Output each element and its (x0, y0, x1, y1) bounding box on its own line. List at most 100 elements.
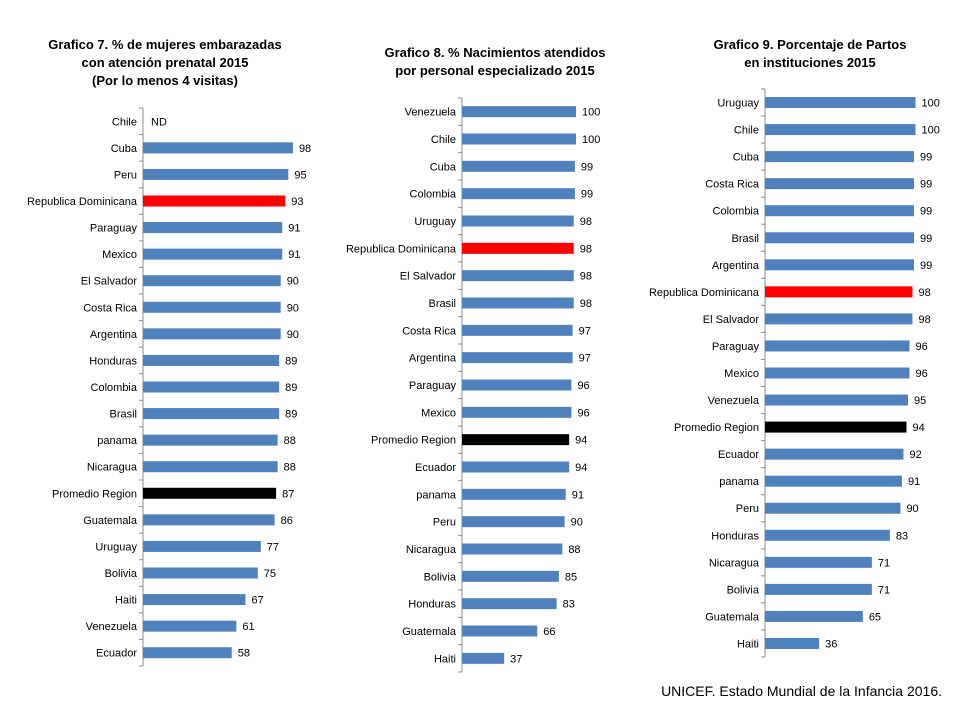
chart-1-category-label: Mexico (421, 407, 456, 419)
chart-0-value-label: 91 (288, 249, 300, 261)
chart-0-value-label: 89 (285, 409, 297, 421)
chart-0-category-label: Guatemala (83, 515, 138, 527)
chart-1-value-label: 94 (575, 462, 587, 474)
chart-1-bar (462, 598, 557, 610)
chart-0-bar (143, 328, 281, 340)
chart-1-category-label: Guatemala (402, 626, 457, 638)
chart-1-bar (462, 297, 574, 309)
chart-2-category-label: Ecuador (718, 449, 759, 461)
chart-1-bar (462, 461, 570, 473)
chart-1-value-label: 98 (580, 216, 592, 228)
chart-2-value-label: 94 (912, 422, 924, 434)
chart-0-bar (143, 647, 232, 659)
chart-2-category-label: Honduras (711, 530, 759, 542)
chart-0-category-label: panama (97, 435, 138, 447)
chart-1-bar (462, 625, 538, 637)
chart-2-value-label: 96 (915, 368, 927, 380)
chart-0-bar (143, 142, 293, 154)
chart-2-category-label: Nicaragua (709, 557, 760, 569)
chart-1-bar (462, 270, 574, 282)
chart-1-bar (462, 133, 576, 145)
chart-1-category-label: panama (416, 489, 457, 501)
chart-2-value-label: 91 (908, 476, 920, 488)
chart-0-bar (143, 354, 280, 366)
chart-0-bar (143, 222, 283, 234)
chart-2-value-label: 98 (918, 314, 930, 326)
chart-1-value-label: 66 (543, 626, 555, 638)
chart-2-bar (765, 421, 907, 433)
chart-1-category-label: Haiti (434, 653, 456, 665)
chart-2-value-label: 100 (922, 98, 940, 110)
chart-2-value-label: 90 (906, 503, 918, 515)
chart-1-category-label: Honduras (408, 599, 456, 611)
chart-1-bar (462, 379, 572, 391)
chart-1-value-label: 37 (510, 653, 522, 665)
chart-0-value-label: 77 (267, 541, 279, 553)
chart-2-value-label: 99 (920, 179, 932, 191)
chart-0-value-label: 89 (285, 382, 297, 394)
chart-2-category-label: Haiti (737, 638, 759, 650)
chart-1-value-label: 98 (580, 298, 592, 310)
chart-1-bar (462, 242, 574, 254)
chart-2-bar (765, 232, 914, 244)
chart-0-category-label: Uruguay (95, 541, 137, 553)
chart-1-value-label: 94 (575, 435, 587, 447)
chart-2-category-label: Bolivia (727, 584, 760, 596)
chart-2-category-label: Venezuela (708, 395, 760, 407)
chart-2-bar (765, 259, 914, 271)
chart-0-category-label: Haiti (115, 595, 137, 607)
chart-0-value-label: 98 (299, 143, 311, 155)
chart-1-bar (462, 160, 575, 172)
chart-1-value-label: 97 (579, 325, 591, 337)
chart-1-category-label: Cuba (430, 161, 457, 173)
chart-1-category-label: Chile (431, 134, 456, 146)
chart-2-category-label: Argentina (712, 260, 760, 272)
chart-2-value-label: 99 (920, 260, 932, 272)
chart-2-category-label: El Salvador (703, 314, 760, 326)
chart-0-bar (143, 381, 280, 393)
chart-2-value-label: 71 (878, 557, 890, 569)
chart-2-value-label: 99 (920, 233, 932, 245)
chart-2-bar (765, 178, 914, 190)
chart-2-bar (765, 610, 863, 622)
chart-1-value-label: 88 (568, 544, 580, 556)
chart-2-bar (765, 637, 820, 649)
chart-2-value-label: 83 (896, 530, 908, 542)
chart-1-bar (462, 543, 563, 555)
chart-0-value-label: 90 (287, 276, 299, 288)
chart-0-category-label: Costa Rica (83, 302, 138, 314)
chart-2-value-label: 99 (920, 152, 932, 164)
chart-1-bar (462, 324, 573, 336)
chart-1-category-label: Promedio Region (371, 435, 456, 447)
chart-0-value-label: 87 (282, 488, 294, 500)
chart-1-value-label: 99 (581, 189, 593, 201)
chart-1-category-label: El Salvador (400, 271, 457, 283)
chart-0-value-label: 67 (252, 595, 264, 607)
chart-2-value-label: 99 (920, 206, 932, 218)
chart-2-value-label: 92 (909, 449, 921, 461)
chart-0-category-label: Cuba (111, 143, 138, 155)
chart-2-value-label: 95 (914, 395, 926, 407)
chart-2-category-label: Guatemala (705, 611, 760, 623)
chart-1-value-label: 97 (579, 353, 591, 365)
chart-1-category-label: Uruguay (414, 216, 456, 228)
chart-1-value-label: 96 (577, 380, 589, 392)
chart-2-value-label: 100 (922, 125, 940, 137)
chart-1-value-label: 99 (581, 161, 593, 173)
chart-0-bar (143, 434, 278, 446)
chart-0-bar (143, 567, 258, 579)
chart-1-category-label: Venezuela (405, 107, 457, 119)
chart-2-category-label: Promedio Region (674, 422, 759, 434)
chart-2-bar (765, 124, 916, 136)
chart-title-9: Grafico 9. Porcentaje de Partos en insti… (713, 37, 907, 70)
chart-2-value-label: 36 (825, 638, 837, 650)
chart-1-category-label: Peru (433, 517, 456, 529)
chart-0-bar (143, 301, 281, 313)
chart-1-bar (462, 352, 573, 364)
chart-0-value-label: 93 (291, 196, 303, 208)
chart-0-bar (143, 594, 246, 606)
chart-1-category-label: Colombia (410, 189, 457, 201)
chart-2-bar (765, 340, 910, 352)
chart-2-category-label: Chile (734, 125, 759, 137)
